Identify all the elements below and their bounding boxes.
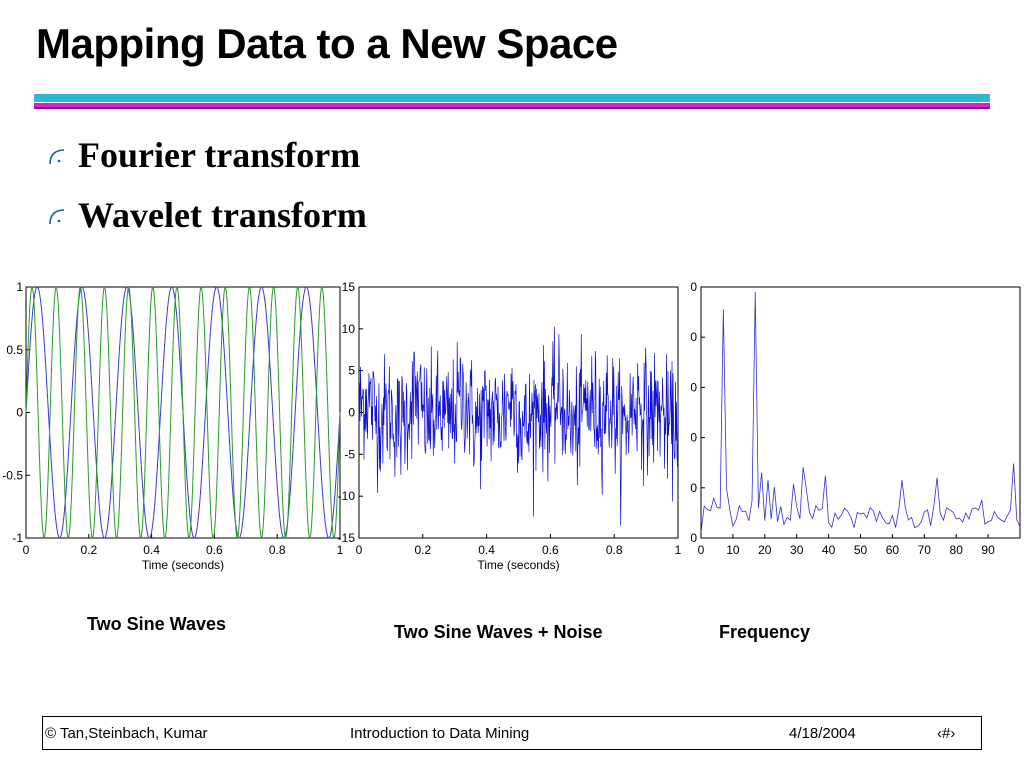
x-tick-label: 0.6	[542, 543, 559, 557]
y-tick-label: 10	[342, 322, 356, 336]
plot-area	[700, 286, 1021, 539]
y-tick-label: 0	[690, 431, 697, 445]
x-tick-label: 50	[854, 543, 868, 557]
title-rule-magenta	[34, 103, 990, 107]
slide-title: Mapping Data to a New Space	[36, 20, 618, 67]
y-tick-label: 0	[690, 531, 697, 545]
noisy-signal-line	[358, 326, 679, 526]
x-tick-label: 0.8	[269, 543, 286, 557]
y-tick-label: -5	[344, 447, 355, 461]
footer-course-title: Introduction to Data Mining	[350, 725, 530, 742]
x-tick-label: 30	[790, 543, 804, 557]
x-tick-label: 60	[886, 543, 900, 557]
sine-series-line-2	[25, 285, 341, 540]
spectrum-line	[700, 291, 1021, 534]
x-tick-label: 1	[337, 543, 344, 557]
y-tick-label: -1	[12, 531, 23, 545]
x-tick-label: 20	[758, 543, 772, 557]
caption-two-sine-waves: Two Sine Waves	[87, 614, 227, 634]
x-axis-label: Time (seconds)	[142, 558, 224, 572]
x-tick-label: 40	[822, 543, 836, 557]
y-tick-label: 0	[690, 330, 697, 344]
x-tick-label: 10	[726, 543, 740, 557]
x-tick-label: 0.8	[606, 543, 623, 557]
caption-frequency: Frequency	[719, 622, 811, 642]
y-tick-label: 1	[16, 280, 23, 294]
x-tick-label: 0.6	[206, 543, 223, 557]
y-tick-label: 5	[348, 364, 355, 378]
x-tick-label: 0	[23, 543, 30, 557]
y-tick-label: 0	[690, 280, 697, 294]
x-tick-label: 0.4	[143, 543, 160, 557]
y-tick-label: 0.5	[6, 343, 23, 357]
sine-waves-chart: 0 0.2 0.4 0.6 0.8 1 1 0.5 0 -0.5 -1 Time (seconds)	[2, 280, 344, 572]
y-tick-label: 15	[342, 280, 356, 294]
y-tick-label: -10	[338, 489, 356, 503]
y-tick-label: 0	[348, 406, 355, 420]
title-rule-purple	[34, 107, 990, 109]
bullet-text: Wavelet transform	[78, 195, 367, 235]
y-tick-label: 0	[690, 481, 697, 495]
footer-copyright: © Tan,Steinbach, Kumar	[45, 725, 208, 742]
caption-sine-waves-noise: Two Sine Waves + Noise	[394, 622, 603, 642]
x-tick-label: 80	[950, 543, 964, 557]
y-tick-label: -0.5	[2, 468, 23, 482]
x-tick-label: 0.2	[414, 543, 431, 557]
x-tick-label: 0.2	[80, 543, 97, 557]
x-tick-label: 1	[675, 543, 682, 557]
x-tick-label: 0	[356, 543, 363, 557]
swirl-bullet-icon	[49, 209, 65, 225]
footer-page-number[interactable]: ‹#›	[937, 725, 956, 742]
x-axis-label: Time (seconds)	[477, 558, 559, 572]
title-rule-cyan	[34, 94, 990, 102]
x-tick-label: 90	[981, 543, 995, 557]
bullet-text: Fourier transform	[78, 135, 361, 175]
y-tick-label: 0	[690, 380, 697, 394]
x-tick-label: 0.4	[478, 543, 495, 557]
swirl-bullet-icon	[49, 149, 65, 165]
y-tick-label: 0	[16, 406, 23, 420]
x-tick-label: 70	[918, 543, 932, 557]
y-tick-label: -15	[338, 531, 356, 545]
slide-footer: © Tan,Steinbach, Kumar Introduction to D…	[42, 716, 982, 750]
noisy-signal-chart: 0 0.2 0.4 0.6 0.8 1 15 10 5 0 -5 -10 -15 Time (second…	[338, 280, 682, 572]
x-tick-label: 0	[698, 543, 705, 557]
footer-date: 4/18/2004	[789, 725, 856, 742]
